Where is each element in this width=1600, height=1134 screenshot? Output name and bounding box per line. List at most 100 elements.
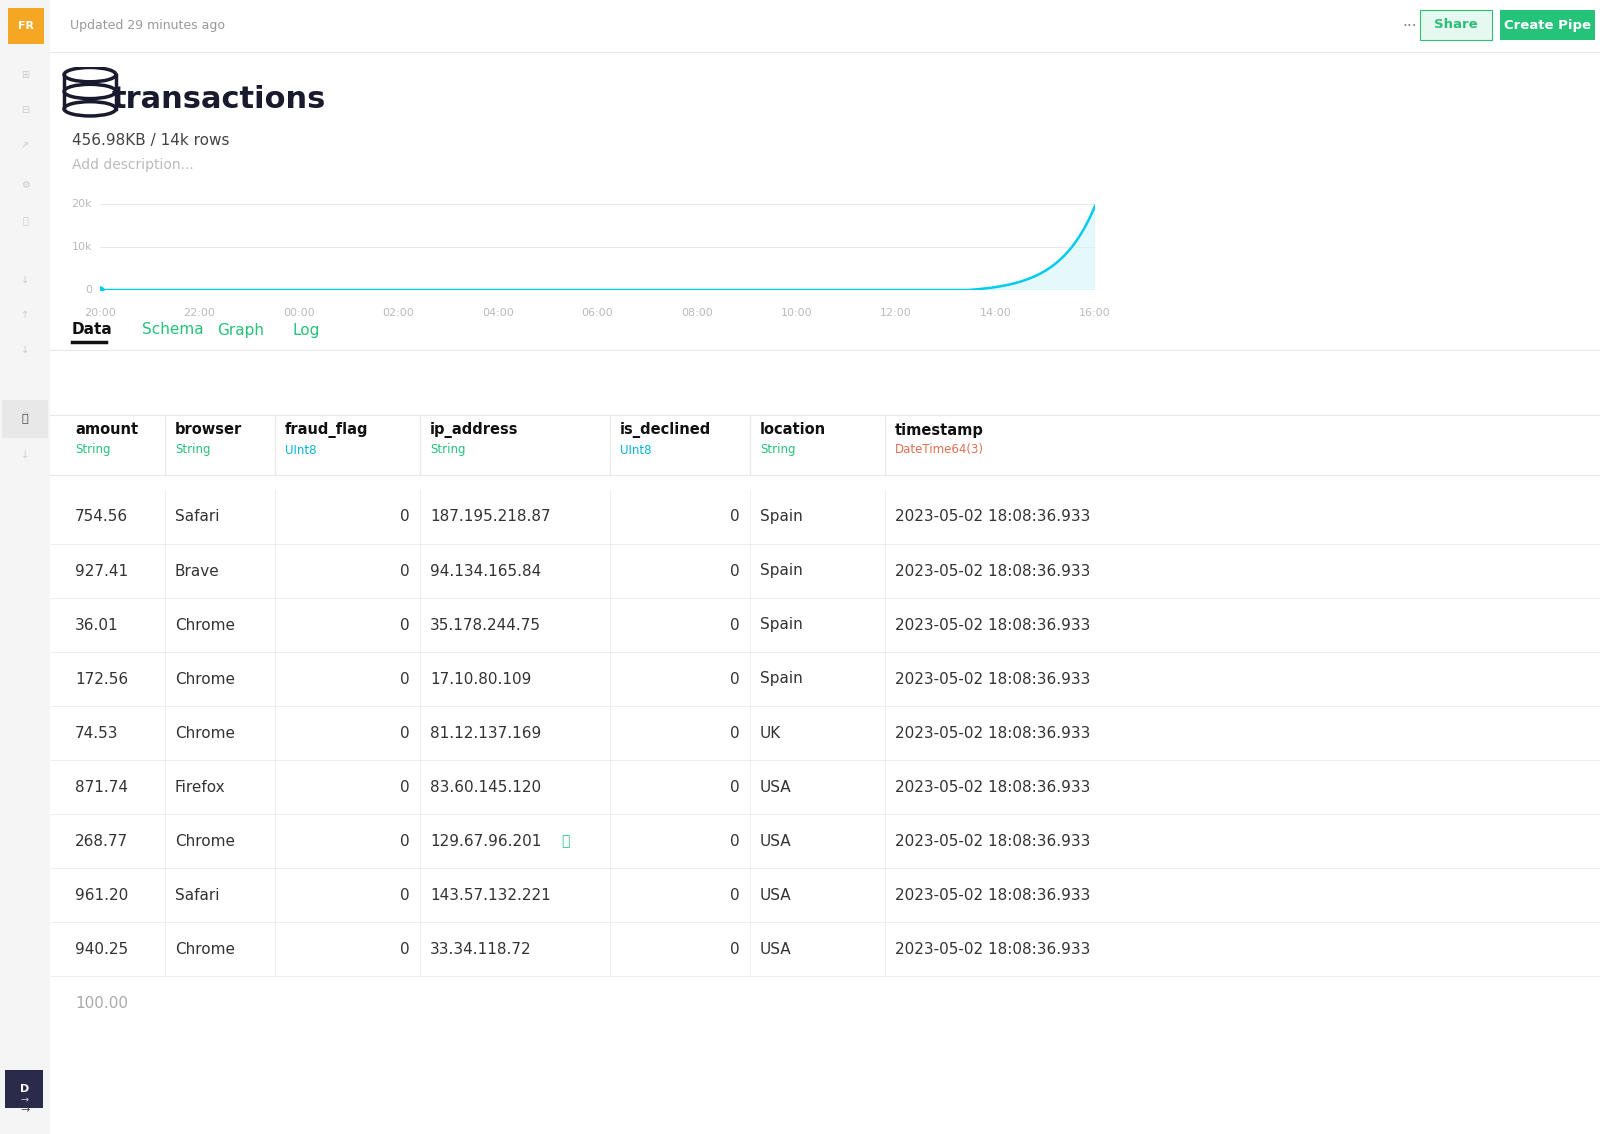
- Text: FR: FR: [18, 22, 34, 31]
- Text: Updated 29 minutes ago: Updated 29 minutes ago: [70, 19, 226, 33]
- Text: Chrome: Chrome: [174, 618, 235, 633]
- Text: String: String: [75, 443, 110, 457]
- Text: Chrome: Chrome: [174, 726, 235, 741]
- Text: 22:00: 22:00: [184, 308, 216, 318]
- Text: 16:00: 16:00: [1078, 308, 1110, 318]
- Text: Safari: Safari: [174, 888, 219, 903]
- Text: 94.134.165.84: 94.134.165.84: [430, 564, 541, 578]
- Text: USA: USA: [760, 779, 792, 795]
- Text: 0: 0: [400, 618, 410, 633]
- Text: 12:00: 12:00: [880, 308, 912, 318]
- Text: Chrome: Chrome: [174, 941, 235, 956]
- Text: ⊟: ⊟: [21, 105, 29, 115]
- Text: String: String: [430, 443, 466, 457]
- Text: ⌕: ⌕: [22, 215, 27, 225]
- Text: 754.56: 754.56: [75, 509, 128, 525]
- Text: 0: 0: [400, 671, 410, 686]
- Text: 00:00: 00:00: [283, 308, 315, 318]
- Text: 456.98KB / 14k rows: 456.98KB / 14k rows: [72, 133, 229, 147]
- Text: 961.20: 961.20: [75, 888, 128, 903]
- Text: Spain: Spain: [760, 509, 803, 525]
- Text: 143.57.132.221: 143.57.132.221: [430, 888, 550, 903]
- Text: amount: amount: [75, 423, 138, 438]
- Text: 129.67.96.201: 129.67.96.201: [430, 833, 541, 848]
- Text: Spain: Spain: [760, 564, 803, 578]
- Text: location: location: [760, 423, 826, 438]
- Text: 0: 0: [730, 941, 739, 956]
- Text: Chrome: Chrome: [174, 833, 235, 848]
- Text: 35.178.244.75: 35.178.244.75: [430, 618, 541, 633]
- Text: 33.34.118.72: 33.34.118.72: [430, 941, 531, 956]
- Text: 2023-05-02 18:08:36.933: 2023-05-02 18:08:36.933: [894, 726, 1090, 741]
- Polygon shape: [99, 206, 1094, 290]
- Text: ···: ···: [1403, 18, 1418, 34]
- Text: 17.10.80.109: 17.10.80.109: [430, 671, 531, 686]
- Text: ⊞: ⊞: [21, 70, 29, 81]
- Text: 268.77: 268.77: [75, 833, 128, 848]
- Text: 0: 0: [730, 833, 739, 848]
- Text: Safari: Safari: [174, 509, 219, 525]
- Text: USA: USA: [760, 941, 792, 956]
- Text: 2023-05-02 18:08:36.933: 2023-05-02 18:08:36.933: [894, 888, 1090, 903]
- Text: Add description...: Add description...: [72, 158, 194, 172]
- Text: 20k: 20k: [72, 198, 93, 209]
- Text: →: →: [21, 1095, 29, 1105]
- Text: 2023-05-02 18:08:36.933: 2023-05-02 18:08:36.933: [894, 509, 1090, 525]
- Text: DateTime64(3): DateTime64(3): [894, 443, 984, 457]
- Text: USA: USA: [760, 888, 792, 903]
- Text: UK: UK: [760, 726, 781, 741]
- Text: 0: 0: [400, 833, 410, 848]
- Text: USA: USA: [760, 833, 792, 848]
- Text: 0: 0: [400, 564, 410, 578]
- Text: 172.56: 172.56: [75, 671, 128, 686]
- Text: 🗄: 🗄: [22, 414, 29, 424]
- Text: 100.00: 100.00: [75, 996, 128, 1010]
- Text: Schema: Schema: [142, 322, 203, 338]
- Text: 🗄: 🗄: [22, 411, 27, 420]
- Text: Chrome: Chrome: [174, 671, 235, 686]
- Text: 0: 0: [730, 888, 739, 903]
- Text: 0: 0: [730, 564, 739, 578]
- Text: 2023-05-02 18:08:36.933: 2023-05-02 18:08:36.933: [894, 941, 1090, 956]
- Text: 0: 0: [400, 509, 410, 525]
- Text: 0: 0: [730, 726, 739, 741]
- Text: ↓: ↓: [21, 345, 29, 355]
- Text: Brave: Brave: [174, 564, 219, 578]
- Text: 10k: 10k: [72, 242, 93, 252]
- Text: Data: Data: [72, 322, 112, 338]
- Text: Firefox: Firefox: [174, 779, 226, 795]
- Text: 0: 0: [730, 671, 739, 686]
- Text: String: String: [174, 443, 211, 457]
- Text: 2023-05-02 18:08:36.933: 2023-05-02 18:08:36.933: [894, 564, 1090, 578]
- Text: Share: Share: [1434, 18, 1478, 32]
- Text: ↓: ↓: [21, 450, 29, 460]
- Text: 20:00: 20:00: [85, 308, 115, 318]
- Text: 0: 0: [400, 779, 410, 795]
- Text: Graph: Graph: [218, 322, 264, 338]
- Text: ↑: ↑: [21, 310, 29, 320]
- Text: 08:00: 08:00: [682, 308, 714, 318]
- Text: UInt8: UInt8: [621, 443, 651, 457]
- Text: UInt8: UInt8: [285, 443, 317, 457]
- Text: 2023-05-02 18:08:36.933: 2023-05-02 18:08:36.933: [894, 833, 1090, 848]
- Text: 36.01: 36.01: [75, 618, 118, 633]
- Text: Spain: Spain: [760, 671, 803, 686]
- Text: 81.12.137.169: 81.12.137.169: [430, 726, 541, 741]
- Text: Log: Log: [291, 322, 320, 338]
- Text: ⚙: ⚙: [21, 180, 29, 191]
- Text: 06:00: 06:00: [582, 308, 613, 318]
- Text: 0: 0: [400, 888, 410, 903]
- Text: transactions: transactions: [112, 85, 326, 115]
- Text: Spain: Spain: [760, 618, 803, 633]
- Text: Create Pipe: Create Pipe: [1504, 18, 1590, 32]
- Text: is_declined: is_declined: [621, 422, 712, 438]
- Text: 2023-05-02 18:08:36.933: 2023-05-02 18:08:36.933: [894, 618, 1090, 633]
- Text: 04:00: 04:00: [482, 308, 514, 318]
- Text: 2023-05-02 18:08:36.933: 2023-05-02 18:08:36.933: [894, 671, 1090, 686]
- Text: 871.74: 871.74: [75, 779, 128, 795]
- Text: 927.41: 927.41: [75, 564, 128, 578]
- Text: 0: 0: [730, 779, 739, 795]
- Text: ↓: ↓: [21, 276, 29, 285]
- Text: String: String: [760, 443, 795, 457]
- Text: 0: 0: [400, 941, 410, 956]
